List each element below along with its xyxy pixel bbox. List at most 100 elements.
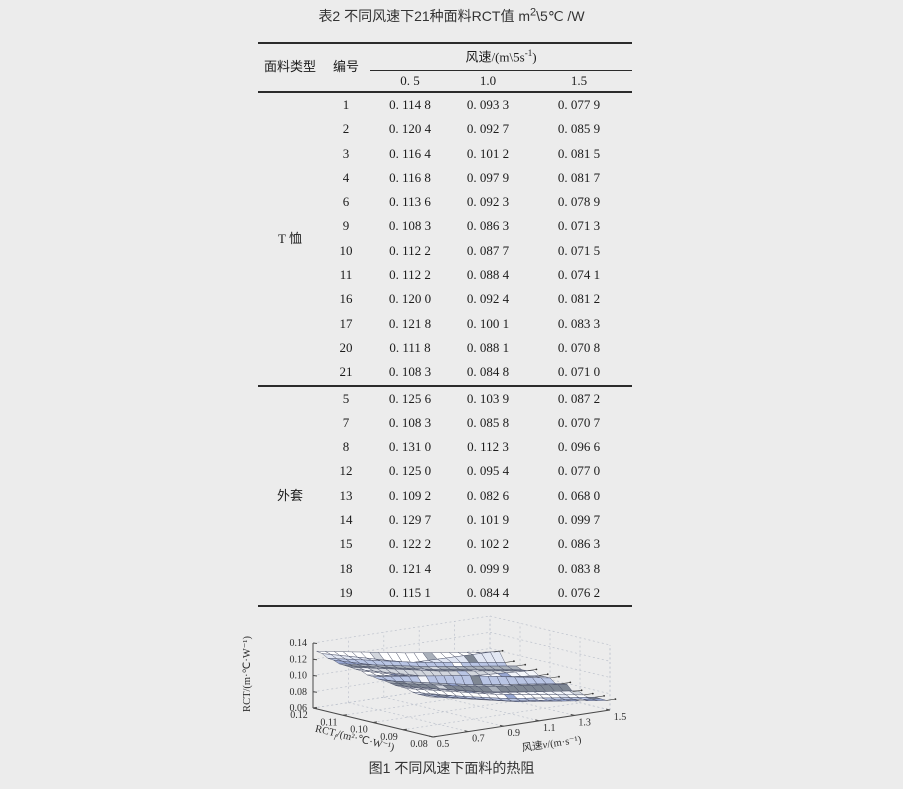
rct-value-cell: 0. 086 3 xyxy=(466,218,510,234)
grid-line xyxy=(489,615,611,646)
table-row: 8 0. 131 0 0. 112 3 0. 096 6 xyxy=(258,435,632,459)
fabric-id-cell: 21 xyxy=(339,364,353,380)
table-row: T 恤 1 0. 114 8 0. 093 3 0. 077 9 xyxy=(258,90,633,386)
thermal-resistance-3d-surface-chart: 0.06 0.08 0.10 0.12 0.14 0.12 0.11 0.10 0.09 0.08… xyxy=(242,615,627,755)
fabric-id-cell: 8 xyxy=(342,439,350,455)
rct-value-cell: 0. 109 2 xyxy=(388,487,432,503)
table-row: 13 0. 109 2 0. 082 6 0. 068 0 xyxy=(258,484,632,508)
surface-endpoint-marker xyxy=(603,695,605,697)
rct-value-cell: 0. 125 0 xyxy=(388,463,432,479)
table-row: 18 0. 121 4 0. 099 9 0. 083 8 xyxy=(258,557,632,581)
fabric-id-cell: 18 xyxy=(339,560,353,576)
figure-1-container: 0.06 0.08 0.10 0.12 0.14 0.12 0.11 0.10 0.09 0.08… xyxy=(236,610,666,760)
z-tick-label: 0.12 xyxy=(290,654,308,665)
y-tick-label: 1.5 xyxy=(614,712,627,723)
table-row: 21 0. 108 3 0. 084 8 0. 071 0 xyxy=(258,360,632,385)
y-tick xyxy=(499,724,504,727)
grid-line xyxy=(419,691,540,722)
y-axis xyxy=(432,709,611,738)
rct-value-cell: 0. 071 0 xyxy=(557,364,601,380)
z-tick xyxy=(312,658,318,661)
table-title: 表2 不同风速下21种面料RCT值 m2\5℃ /W xyxy=(0,6,903,26)
y-tick xyxy=(535,719,540,722)
rct-value-cell: 0. 084 4 xyxy=(466,584,510,600)
z-tick-label: 0.14 xyxy=(290,638,308,649)
fabric-id-cell: 12 xyxy=(339,463,353,479)
table-row: 15 0. 122 2 0. 102 2 0. 086 3 xyxy=(258,532,632,556)
rct-value-cell: 0. 085 8 xyxy=(466,414,510,430)
rct-value-cell: 0. 099 7 xyxy=(557,512,601,528)
rct-value-cell: 0. 113 6 xyxy=(389,194,431,210)
rct-value-cell: 0. 101 9 xyxy=(466,512,510,528)
surface-whisker xyxy=(606,698,616,701)
rct-value-cell: 0. 116 4 xyxy=(389,145,431,161)
rct-value-cell: 0. 085 9 xyxy=(557,121,601,137)
rct-value-cell: 0. 081 7 xyxy=(557,169,601,185)
fabric-id-cell: 19 xyxy=(339,584,353,600)
grid-line xyxy=(312,615,491,644)
fabric-id-cell: 4 xyxy=(342,169,350,185)
rct-value-cell: 0. 103 9 xyxy=(450,384,526,411)
fabric-id-cell: 6 xyxy=(342,194,350,210)
rct-value-cell: 0. 092 7 xyxy=(466,121,510,137)
windspeed-header-superscript: -1 xyxy=(524,48,533,59)
table-title-unit: \5℃ /W xyxy=(536,8,585,24)
surface-whisker xyxy=(504,660,514,663)
x-tick-label: 0.11 xyxy=(320,717,337,728)
rct-value-cell: 0. 082 6 xyxy=(466,487,510,503)
rct-value-cell: 0. 077 0 xyxy=(557,463,601,479)
surface-endpoint-marker xyxy=(614,698,617,700)
x-tick-label: 0.08 xyxy=(410,739,428,750)
surface-whisker xyxy=(572,690,582,692)
col-header-id: 编号 xyxy=(332,59,359,75)
z-tick xyxy=(312,675,318,677)
rct-value-cell: 0. 115 1 xyxy=(389,584,431,600)
x-tick xyxy=(432,735,437,738)
surface-endpoint-marker xyxy=(569,681,572,684)
rct-value-cell: 0. 092 4 xyxy=(466,291,510,307)
surface-endpoint-marker xyxy=(546,673,549,676)
x-tick xyxy=(402,728,407,731)
table-row: 7 0. 108 3 0. 085 8 0. 070 7 xyxy=(258,411,632,435)
rct-value-cell: 0. 129 7 xyxy=(388,512,432,528)
grid-line xyxy=(383,696,504,727)
rct-value-cell: 0. 092 3 xyxy=(466,194,510,210)
surface-whisker xyxy=(493,650,503,653)
windspeed-header-text: 风速/(m\5s xyxy=(465,49,525,65)
surface-whisker xyxy=(538,673,548,676)
rct-table-body: T 恤 1 0. 114 8 0. 093 3 0. 077 9 2 0. 120 4 0. … xyxy=(258,90,633,607)
rct-value-cell: 0. 121 8 xyxy=(388,315,432,331)
surface-whisker xyxy=(561,682,571,684)
table-title-superscript: 2 xyxy=(530,6,537,19)
windspeed-header-close: ) xyxy=(532,49,537,65)
rct-value-cell: 0. 093 3 xyxy=(450,90,526,118)
y-tick-label: 0.7 xyxy=(472,734,485,745)
table-row: 6 0. 113 6 0. 092 3 0. 078 9 xyxy=(258,190,632,214)
surface-whisker xyxy=(549,676,560,679)
rct-value-cell: 0. 116 8 xyxy=(389,169,431,185)
rct-value-cell: 0. 078 9 xyxy=(557,194,601,210)
rct-value-cell: 0. 081 5 xyxy=(557,145,601,161)
rct-value-cell: 0. 112 2 xyxy=(389,242,431,258)
figure-caption: 图1 不同风速下面料的热阻 xyxy=(368,760,535,776)
rct-value-cell: 0. 076 2 xyxy=(557,584,601,600)
table-row: 20 0. 111 8 0. 088 1 0. 070 8 xyxy=(258,336,632,360)
surface-endpoint-marker xyxy=(535,668,538,671)
table-row: 19 0. 115 1 0. 084 4 0. 076 2 xyxy=(258,581,632,606)
fabric-type-cell: T 恤 xyxy=(258,91,322,386)
y-tick xyxy=(428,735,434,738)
z-tick-label: 0.06 xyxy=(290,703,308,714)
col-header-windspeed: 风速/(m\5s-1) xyxy=(370,43,633,71)
surface-endpoint-marker xyxy=(524,663,527,666)
x-tick-label: 0.12 xyxy=(290,710,308,721)
table-row: 10 0. 112 2 0. 087 7 0. 071 5 xyxy=(258,239,632,263)
fabric-type-cell: 外套 xyxy=(258,384,322,607)
y-tick xyxy=(570,714,575,716)
table-row: 16 0. 120 0 0. 092 4 0. 081 2 xyxy=(258,287,632,311)
fabric-id-cell: 14 xyxy=(339,512,353,528)
rct-value-cell: 0. 121 4 xyxy=(388,560,432,576)
fabric-id-cell: 16 xyxy=(339,291,353,307)
rct-value-cell: 0. 071 3 xyxy=(557,218,601,234)
rct-value-cell: 0. 071 5 xyxy=(557,242,601,258)
